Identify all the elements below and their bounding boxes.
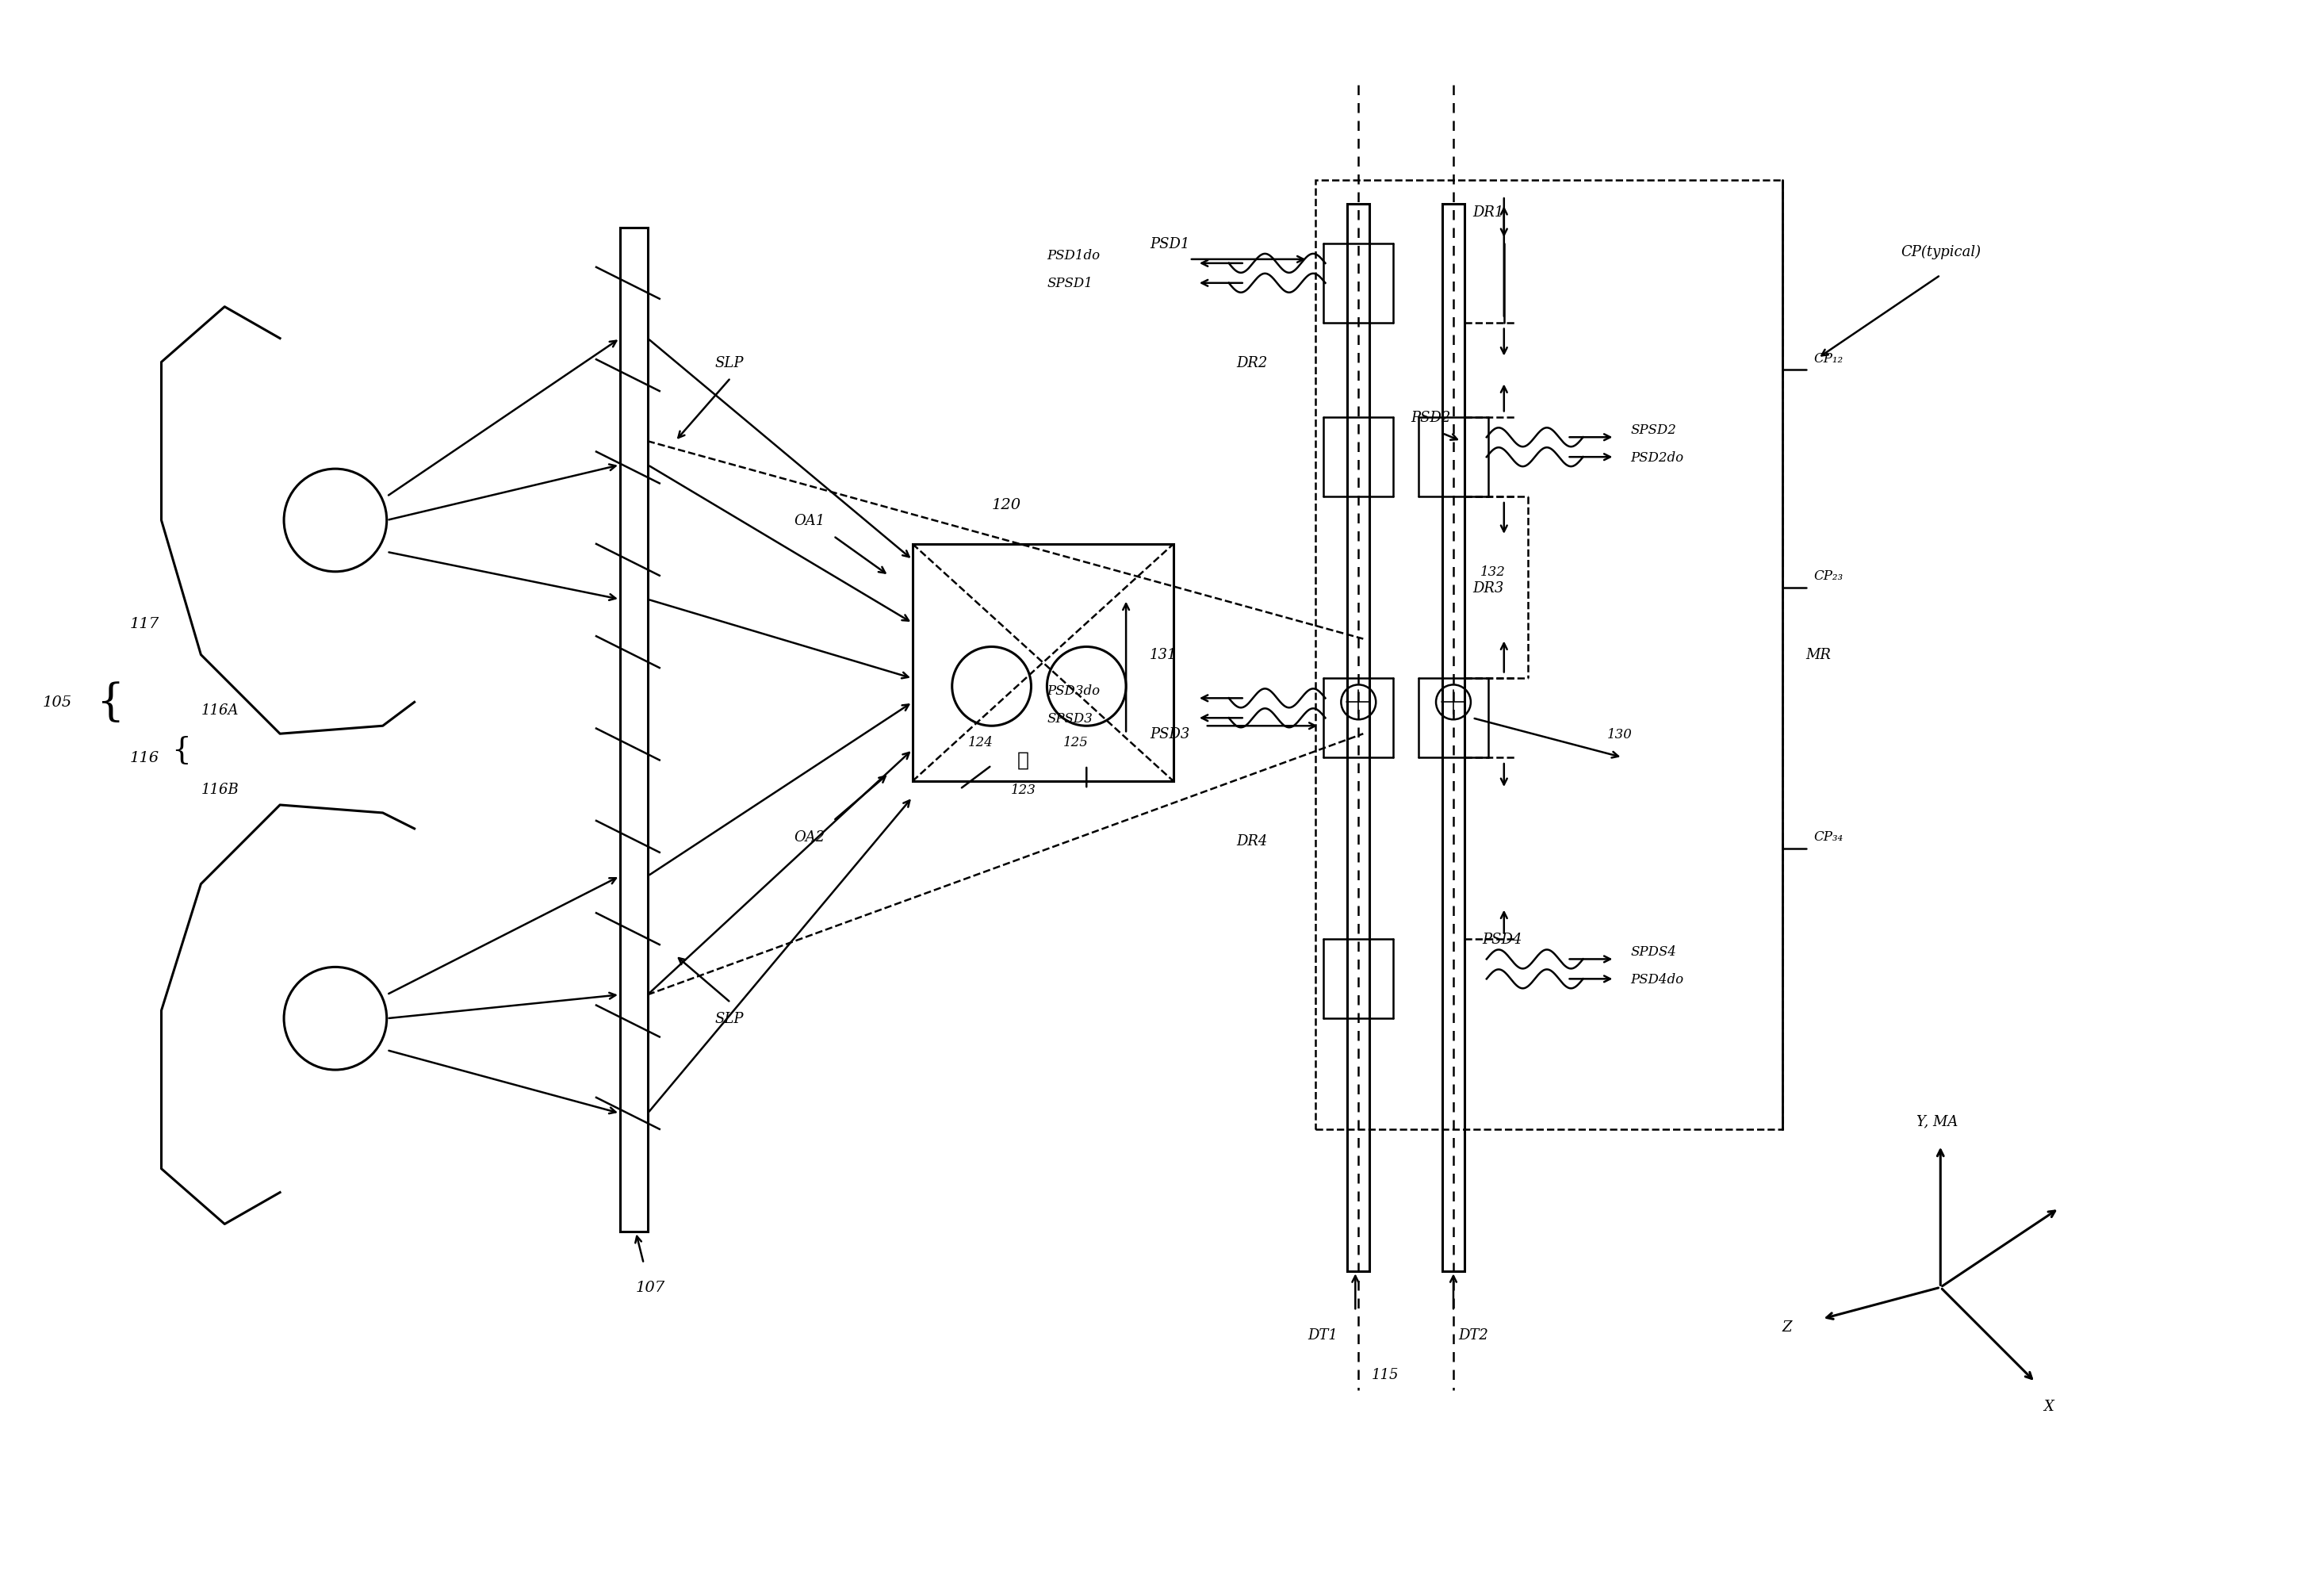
Text: SPSD2: SPSD2 <box>1631 423 1676 437</box>
Text: 123: 123 <box>1011 782 1037 797</box>
Text: {: { <box>172 735 191 765</box>
Text: 120: 120 <box>992 498 1020 512</box>
Text: PSD3: PSD3 <box>1150 727 1190 741</box>
Text: 105: 105 <box>42 695 72 709</box>
Bar <box>621 229 648 1232</box>
Text: MR: MR <box>1806 649 1831 661</box>
Text: SPDS4: SPDS4 <box>1631 944 1676 959</box>
Text: SPSD3: SPSD3 <box>1046 712 1092 725</box>
Text: DR3: DR3 <box>1473 580 1504 595</box>
Text: DT1: DT1 <box>1308 1328 1339 1342</box>
Bar <box>913 544 1174 782</box>
Text: 132: 132 <box>1480 566 1506 579</box>
Text: Y, MA: Y, MA <box>1917 1115 1959 1129</box>
Text: OA2: OA2 <box>795 830 825 844</box>
Bar <box>1315 181 1783 1129</box>
Text: PSD1: PSD1 <box>1150 237 1190 251</box>
Text: 117: 117 <box>130 617 158 631</box>
Text: DR1: DR1 <box>1473 205 1504 219</box>
Text: 116: 116 <box>130 750 158 765</box>
Text: SLP: SLP <box>716 356 744 370</box>
Text: 125: 125 <box>1062 735 1088 749</box>
Text: 130: 130 <box>1606 727 1631 741</box>
Text: DT2: DT2 <box>1457 1328 1487 1342</box>
Text: CP(typical): CP(typical) <box>1901 245 1980 259</box>
Text: PSD4: PSD4 <box>1483 932 1522 946</box>
Text: PSD2do: PSD2do <box>1631 450 1683 464</box>
Text: 131: 131 <box>1150 649 1176 661</box>
Text: PSD4do: PSD4do <box>1631 973 1683 986</box>
Text: 116A: 116A <box>200 703 239 717</box>
Text: DR4: DR4 <box>1236 833 1269 847</box>
Text: X: X <box>2043 1399 2054 1414</box>
Text: SLP: SLP <box>716 1011 744 1026</box>
Text: SPSD1: SPSD1 <box>1046 277 1092 291</box>
Text: Z: Z <box>1783 1320 1792 1334</box>
Text: ⏞: ⏞ <box>1018 752 1030 770</box>
Text: PSD2: PSD2 <box>1411 410 1450 425</box>
Text: CP₁₂: CP₁₂ <box>1815 351 1843 366</box>
Text: 107: 107 <box>637 1280 665 1294</box>
Text: DR2: DR2 <box>1236 356 1269 370</box>
Text: 116B: 116B <box>200 782 239 797</box>
Text: 124: 124 <box>967 735 992 749</box>
Bar <box>1348 205 1369 1272</box>
Text: CP₃₄: CP₃₄ <box>1815 830 1843 844</box>
Text: PSD3do: PSD3do <box>1046 684 1099 698</box>
Text: CP₂₃: CP₂₃ <box>1815 569 1843 584</box>
Text: {: { <box>95 681 123 723</box>
Text: PSD1do: PSD1do <box>1046 250 1099 262</box>
Text: OA1: OA1 <box>795 514 825 528</box>
Bar <box>1443 205 1464 1272</box>
Text: 115: 115 <box>1371 1367 1399 1382</box>
